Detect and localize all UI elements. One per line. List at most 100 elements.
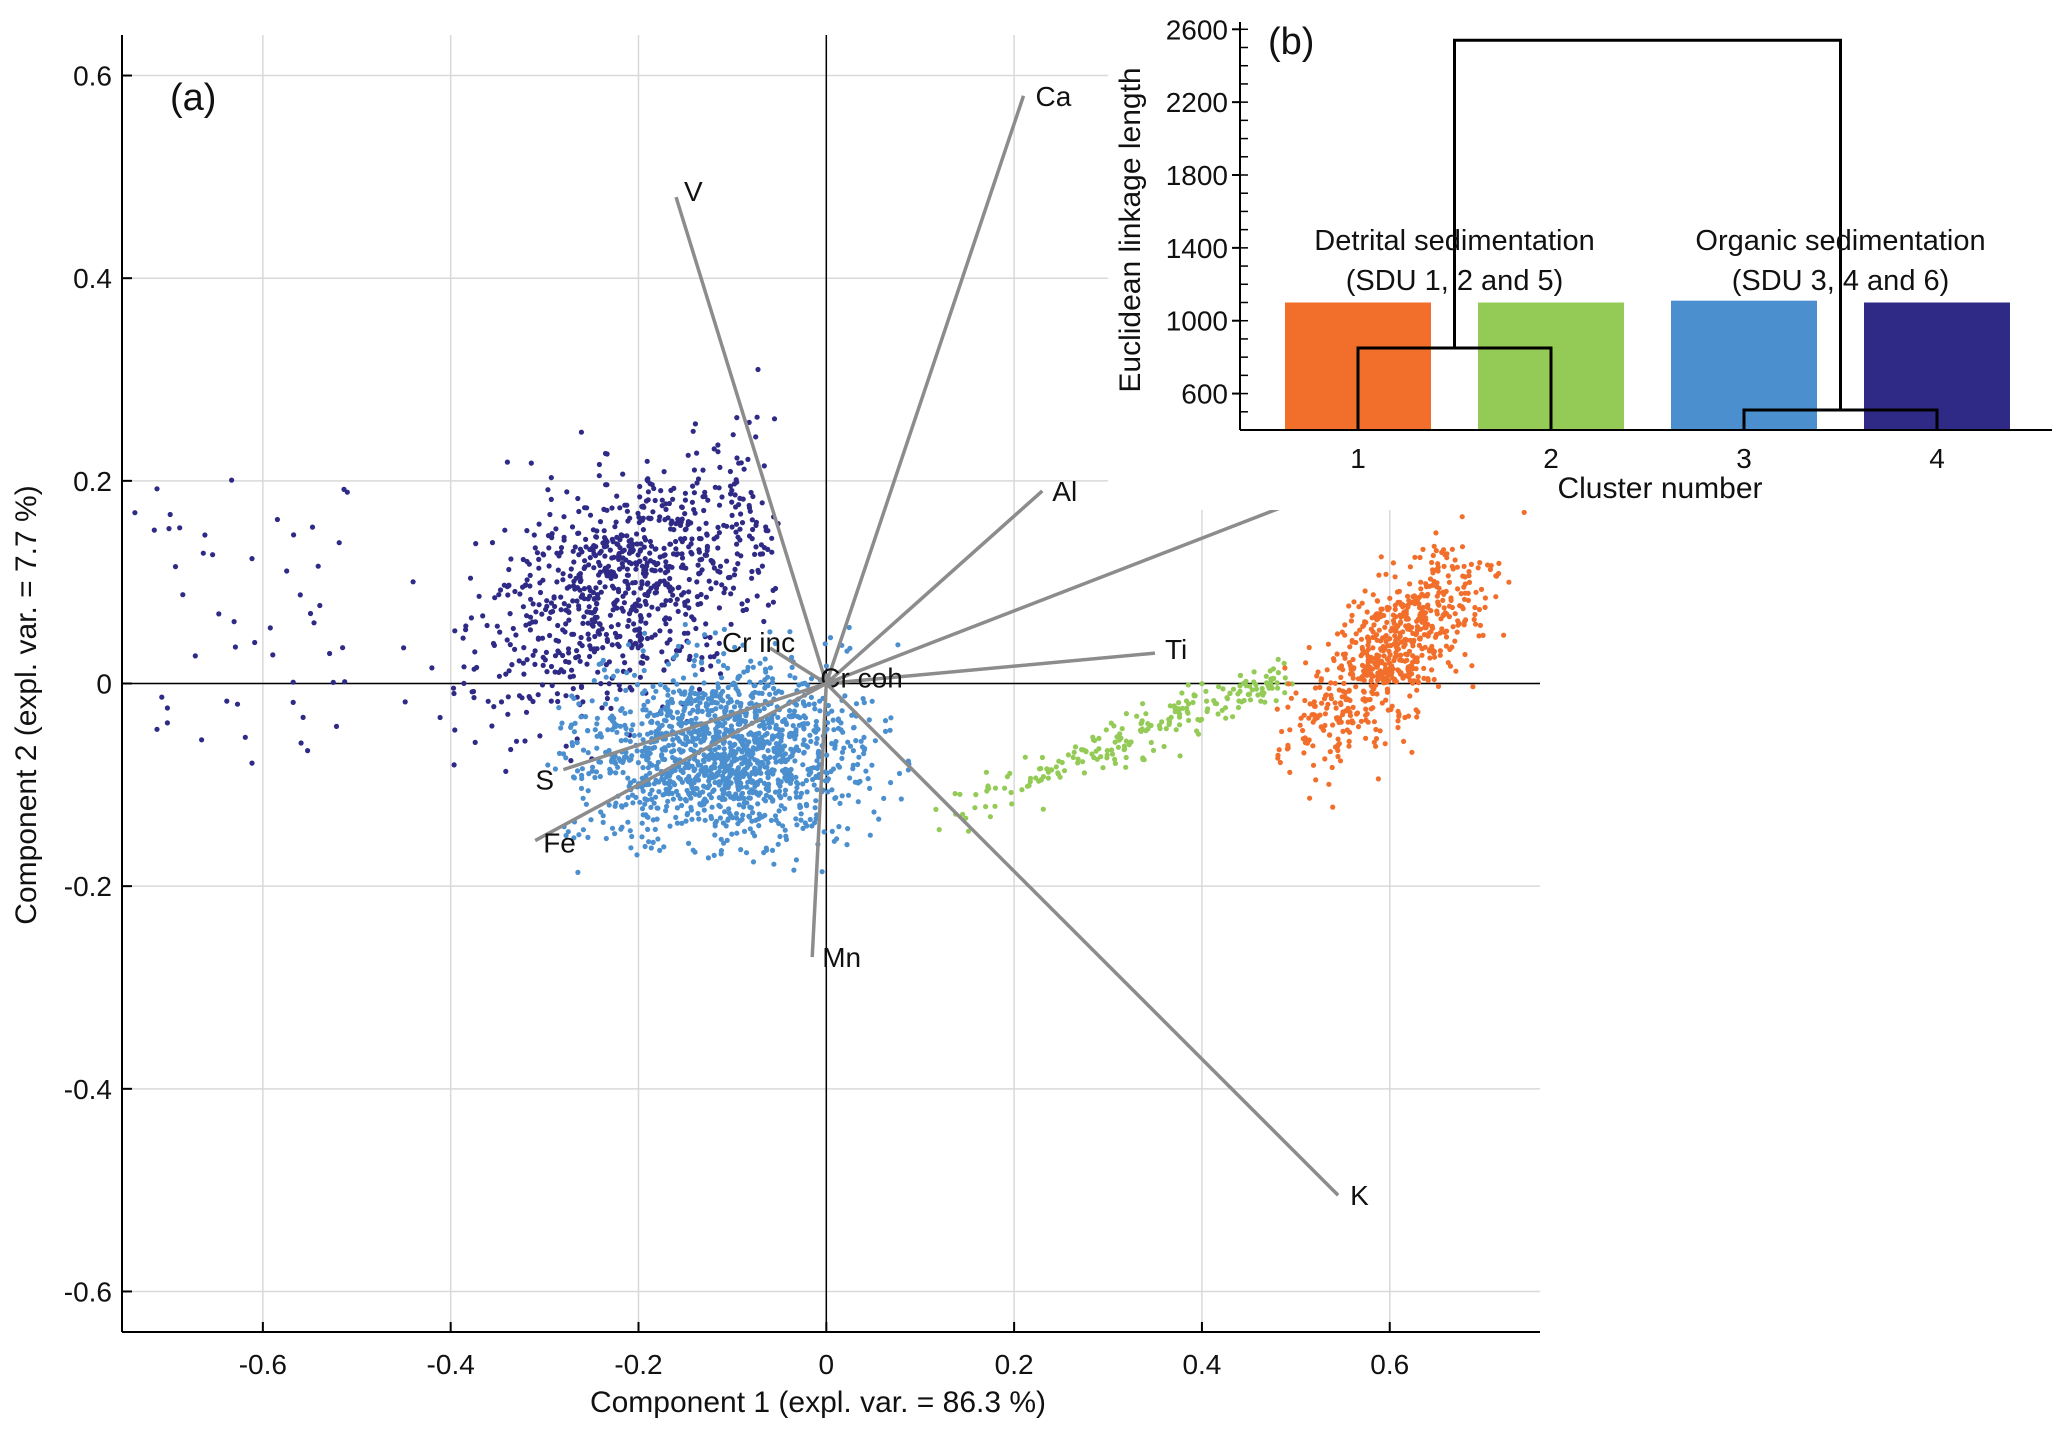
cluster-3-point [745,779,751,785]
cluster-1-point [1437,652,1443,658]
cluster-4-point [734,415,740,421]
cluster-2-point [1143,711,1149,717]
cluster-3-point [788,746,794,752]
cluster-3-point [798,790,805,797]
cluster-1-point [1460,606,1466,612]
cluster-3-point [682,765,688,771]
cluster-4-point [576,508,582,515]
cluster-4-point [555,698,561,705]
cluster-3-point [576,701,582,707]
cluster-1-point [1330,804,1336,810]
cluster-4-point [625,585,631,592]
cluster-4-point [753,522,759,529]
cluster-3-point [649,762,655,768]
cluster-3-point [797,715,803,721]
cluster-2-point [1134,713,1140,719]
loading-label: S [535,765,554,796]
cluster-4-point [340,645,346,651]
cluster-1-point [1398,652,1404,658]
cluster-3-point [628,727,635,733]
cluster-4-point [604,482,610,488]
cluster-4-point [570,548,576,554]
cluster-2-point [1204,708,1210,715]
cluster-1-point [1496,570,1502,577]
cluster-3-point [769,676,776,682]
cluster-4-point [601,528,607,534]
cluster-2-point [1080,759,1086,765]
cluster-4-point [402,699,408,705]
cluster-3-point [670,796,677,802]
cluster-3-point [730,743,736,749]
cluster-3-point [673,652,680,658]
cluster-4-point [724,558,730,564]
cluster-1-point [1339,629,1345,635]
cluster-3-point [677,738,683,744]
cluster-3-point [736,795,742,801]
inset-y-tick-label: 2600 [1166,14,1228,45]
cluster-1-point [1478,586,1485,593]
cluster-1-point [1358,718,1364,724]
cluster-4-point [159,694,165,700]
cluster-3-point [787,673,793,679]
cluster-4-point [574,736,580,742]
cluster-2-point [1263,673,1269,679]
cluster-4-point [711,446,717,452]
cluster-3-point [786,713,792,719]
cluster-1-point [1419,615,1425,621]
cluster-1-point [1415,709,1421,715]
cluster-4-point [583,536,589,543]
cluster-4-point [765,546,771,553]
cluster-1-point [1448,597,1454,604]
cluster-1-point [1379,675,1385,681]
cluster-3-point [711,756,718,762]
cluster-3-point [719,675,725,681]
cluster-3-point [701,752,707,758]
cluster-1-point [1414,630,1420,637]
cluster-4-point [746,419,752,425]
cluster-4-point [579,592,586,598]
cluster-3-point [663,718,669,724]
cluster-4-point [607,547,613,553]
cluster-1-point [1345,706,1351,712]
cluster-4-point [633,566,639,572]
cluster-4-point [577,587,583,593]
cluster-4-point [657,514,663,520]
cluster-3-point [733,770,739,776]
cluster-1-point [1410,639,1416,645]
cluster-3-point [688,731,694,737]
cluster-1-point [1310,762,1317,768]
cluster-3-point [603,674,609,680]
cluster-1-point [1338,674,1344,681]
cluster-4-point [232,644,238,650]
cluster-3-point [767,629,773,635]
cluster-4-point [539,611,545,617]
cluster-4-point [341,486,347,492]
cluster-3-point [834,836,840,842]
cluster-4-point [673,546,679,552]
cluster-1-point [1348,618,1354,624]
cluster-4-point [644,635,651,642]
cluster-3-point [758,679,764,686]
cluster-4-point [721,522,727,528]
cluster-3-point [838,727,844,733]
cluster-2-point [1192,693,1198,699]
cluster-1-point [1322,756,1328,762]
cluster-1-point [1362,588,1368,594]
cluster-4-point [662,552,668,558]
cluster-3-point [825,789,831,795]
cluster-4-point [451,690,457,697]
cluster-4-point [703,520,709,526]
cluster-3-point [731,704,738,710]
cluster-1-point [1349,612,1355,619]
cluster-1-point [1356,604,1362,610]
cluster-4-point [555,622,561,629]
cluster-2-point [1275,685,1281,691]
cluster-4-point [615,622,621,628]
cluster-4-point [513,632,519,638]
cluster-2-point [987,814,994,820]
cluster-1-point [1445,573,1451,579]
cluster-4-point [639,563,646,569]
cluster-1-point [1395,724,1401,731]
cluster-2-point [1282,690,1288,696]
cluster-4-point [529,619,536,625]
